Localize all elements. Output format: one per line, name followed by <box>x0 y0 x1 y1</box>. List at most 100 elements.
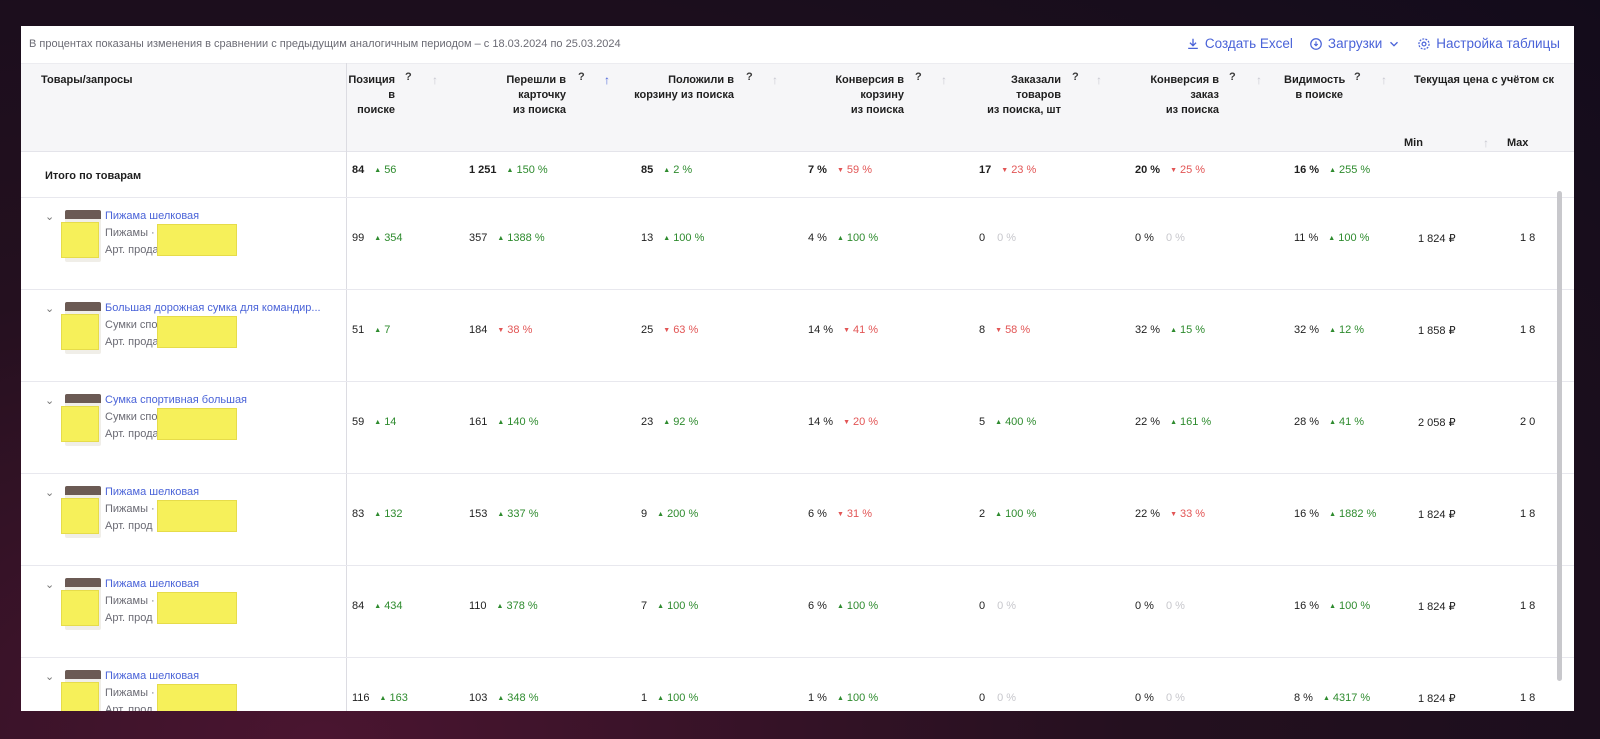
metric-cell: 85 ▲ 2 % <box>641 164 692 176</box>
table-settings-button[interactable]: Настройка таблицы <box>1417 36 1560 51</box>
metric-cell: 22 % ▼ 33 % <box>1135 508 1205 520</box>
metric-cell: 7 ▲ 100 % <box>641 600 698 612</box>
metric-cell: 32 % ▲ 15 % <box>1135 324 1205 336</box>
metric-change: ▼ 33 % <box>1170 508 1205 520</box>
metric-cell: 0 0 % <box>979 600 1016 612</box>
help-icon[interactable]: ? <box>1229 71 1236 83</box>
metric-cell: 22 % ▲ 161 % <box>1135 416 1211 428</box>
redaction-block <box>157 408 237 440</box>
metric-change: ▲ 15 % <box>1170 324 1205 336</box>
gear-icon <box>1418 37 1430 50</box>
column-header-5[interactable]: Заказали товаров из поиска, шт <box>969 73 1061 118</box>
column-header-3[interactable]: Положили в корзину из поиска <box>631 73 734 103</box>
sort-arrow-icon[interactable]: ↑ <box>941 73 947 87</box>
product-name-link[interactable]: Большая дорожная сумка для командир... <box>105 302 321 314</box>
thumbnail-image <box>65 670 101 679</box>
metric-change: ▼ 38 % <box>497 324 532 336</box>
column-header-7[interactable]: Видимость в поиске <box>1284 73 1345 103</box>
redaction-block <box>157 224 237 256</box>
metric-cell: 16 % ▲ 100 % <box>1294 600 1370 612</box>
metric-change-value: 161 % <box>1180 416 1212 428</box>
metric-cell: 357 ▲ 1388 % <box>469 232 545 244</box>
metric-change: ▲ 100 % <box>1329 600 1370 612</box>
downloads-button[interactable]: Загрузки <box>1309 36 1401 51</box>
redaction-block <box>157 592 237 624</box>
sort-arrow-icon[interactable]: ↑ <box>1256 73 1262 87</box>
chevron-down-icon[interactable]: ⌄ <box>45 671 55 683</box>
column-header-line2: из поиска, шт <box>987 104 1061 116</box>
table-row[interactable]: ⌄ Пижама шелковая Пижамы · Арт. прод 84 ▲ 434 1… <box>21 565 1574 658</box>
metric-value: 23 <box>641 416 654 428</box>
help-icon[interactable]: ? <box>746 71 753 83</box>
product-name-link[interactable]: Пижама шелковая <box>105 578 200 590</box>
total-label: Итого по товарам <box>45 170 142 182</box>
chevron-down-icon[interactable]: ⌄ <box>45 395 55 407</box>
table-row[interactable]: ⌄ Пижама шелковая Пижамы · Арт. прод 83 ▲ 132 1… <box>21 473 1574 566</box>
sort-arrow-icon[interactable]: ↑ <box>1483 136 1489 150</box>
metric-cell: 13 ▲ 100 % <box>641 232 704 244</box>
chevron-down-icon[interactable]: ⌄ <box>45 579 55 591</box>
table-row[interactable]: ⌄ Пижама шелковая Пижамы · Арт. прод 116 ▲ 163… <box>21 657 1574 711</box>
metric-change-value: 41 % <box>1339 416 1365 428</box>
column-header-line1: Конверсия в корзину <box>835 74 904 101</box>
help-icon[interactable]: ? <box>1354 71 1361 83</box>
help-icon[interactable]: ? <box>578 71 585 83</box>
metric-change-value: 56 <box>384 164 397 176</box>
metric-value: 7 <box>641 600 648 612</box>
help-icon[interactable]: ? <box>915 71 922 83</box>
product-cell: ⌄ Большая дорожная сумка для командир... С… <box>45 302 335 372</box>
metric-cell: 0 % 0 % <box>1135 600 1185 612</box>
metric-change-value: 400 % <box>1005 416 1037 428</box>
redaction-block <box>61 498 99 534</box>
help-icon[interactable]: ? <box>405 71 412 83</box>
chevron-down-icon[interactable]: ⌄ <box>45 303 55 315</box>
metric-value: 8 % <box>1294 692 1313 704</box>
product-category: Пижамы · <box>105 687 155 699</box>
metric-change: ▼ 20 % <box>843 416 878 428</box>
price-max: 1 8 <box>1520 324 1536 336</box>
price-min-label: Min <box>1404 137 1423 149</box>
metric-change: ▲ 100 % <box>837 232 878 244</box>
product-name-link[interactable]: Пижама шелковая <box>105 210 200 222</box>
arrow-down-icon: ▼ <box>663 326 671 334</box>
create-excel-button[interactable]: Создать Excel <box>1186 36 1293 51</box>
chevron-down-icon[interactable]: ⌄ <box>45 211 55 223</box>
metric-change-value: 0 % <box>997 600 1017 612</box>
product-name-link[interactable]: Пижама шелковая <box>105 486 200 498</box>
product-name-link[interactable]: Пижама шелковая <box>105 670 200 682</box>
help-icon[interactable]: ? <box>1072 71 1079 83</box>
table-row[interactable]: ⌄ Сумка спортивная большая Сумки спортив e… <box>21 381 1574 474</box>
column-header-8[interactable]: Текущая цена с учётом ск <box>1414 73 1554 88</box>
sort-arrow-icon[interactable]: ↑ <box>1381 73 1387 87</box>
metric-change-value: 0 % <box>997 232 1017 244</box>
column-header-4[interactable]: Конверсия в корзину из поиска <box>798 73 904 118</box>
metric-change-value: 100 % <box>846 600 879 612</box>
sort-arrow-icon[interactable]: ↑ <box>772 73 778 87</box>
product-name-link[interactable]: Сумка спортивная большая <box>105 394 248 406</box>
column-header-line1: Заказали товаров <box>1011 74 1061 101</box>
table-row[interactable]: ⌄ Большая дорожная сумка для командир... С… <box>21 289 1574 382</box>
metric-value: 84 <box>352 164 365 176</box>
sort-arrow-icon[interactable]: ↑ <box>604 73 610 87</box>
column-header-1[interactable]: Позиция в поиске <box>342 73 395 118</box>
table-settings-label: Настройка таблицы <box>1436 36 1560 51</box>
metric-cell: 23 ▲ 92 % <box>641 416 698 428</box>
product-cell: ⌄ Пижама шелковая Пижамы · Арт. прод <box>45 486 335 556</box>
metric-cell: 84 ▲ 434 <box>352 600 403 612</box>
column-header-2[interactable]: Перешли в карточку из поиска <box>459 73 566 118</box>
redaction-block <box>157 684 237 711</box>
metric-value: 51 <box>352 324 365 336</box>
column-header-6[interactable]: Конверсия в заказ из поиска <box>1125 73 1219 118</box>
arrow-up-icon: ▲ <box>374 234 382 242</box>
sort-arrow-icon[interactable]: ↑ <box>1096 73 1102 87</box>
seller-article: Арт. прод <box>105 704 153 711</box>
metric-change: ▼ 31 % <box>837 508 872 520</box>
metric-cell: 17 ▼ 23 % <box>979 164 1036 176</box>
arrow-up-icon: ▲ <box>836 234 844 242</box>
chevron-down-icon[interactable]: ⌄ <box>45 487 55 499</box>
sort-arrow-icon[interactable]: ↑ <box>432 73 438 87</box>
redaction-block <box>61 590 99 626</box>
metric-change-value: 100 % <box>667 600 699 612</box>
vertical-scrollbar[interactable] <box>1557 191 1562 681</box>
